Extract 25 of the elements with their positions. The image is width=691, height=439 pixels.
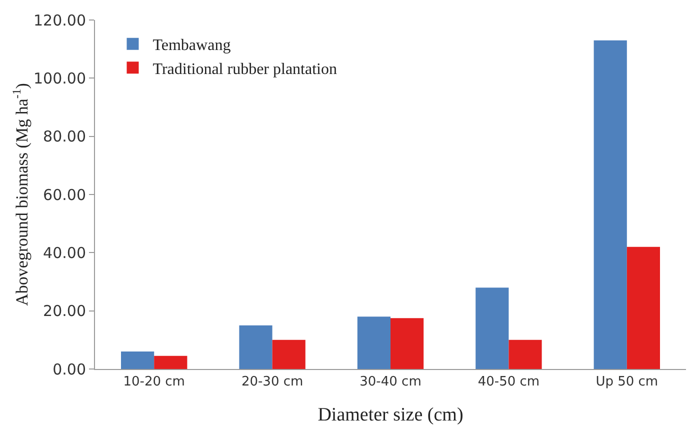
bar xyxy=(594,40,627,369)
bar xyxy=(357,316,390,369)
bar xyxy=(121,352,154,369)
y-tick-label: 100.00 xyxy=(34,69,86,88)
bar xyxy=(390,318,424,369)
bar xyxy=(239,325,272,369)
y-tick-label: 0.00 xyxy=(52,360,86,378)
bar xyxy=(476,288,509,369)
legend-label: Tembawang xyxy=(152,37,231,54)
y-tick-label: 60.00 xyxy=(43,186,86,204)
y-tick-label: 80.00 xyxy=(43,128,86,146)
x-axis-title: Diameter size (cm) xyxy=(318,404,464,426)
bar xyxy=(154,356,188,369)
bar xyxy=(272,340,306,369)
bar xyxy=(508,340,542,369)
y-tick-label: 120.00 xyxy=(34,11,86,30)
bar xyxy=(626,246,660,369)
y-tick-label: 20.00 xyxy=(43,302,86,320)
y-tick-label: 40.00 xyxy=(43,244,86,262)
x-tick-label: 10-20 cm xyxy=(123,374,185,390)
x-tick-label: 30-40 cm xyxy=(360,374,422,390)
x-tick-label: 40-50 cm xyxy=(478,374,540,390)
x-tick-label: Up 50 cm xyxy=(596,374,658,390)
x-tick-label: 20-30 cm xyxy=(241,374,304,390)
legend-label: Traditional rubber plantation xyxy=(152,60,337,78)
